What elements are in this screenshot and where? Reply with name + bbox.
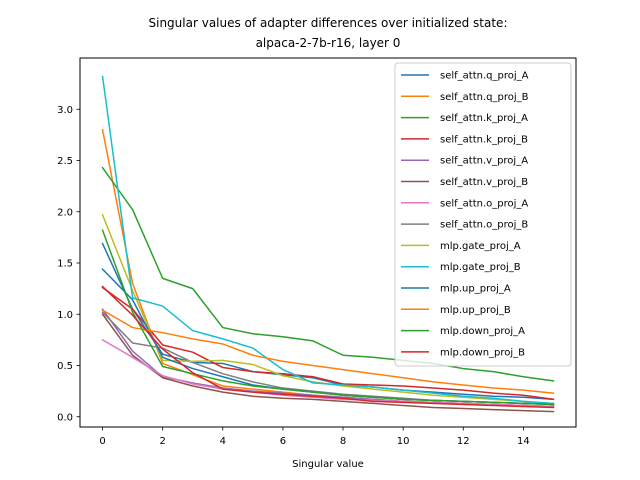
legend-label-7: self_attn.o_proj_B	[440, 220, 528, 231]
y-tick-label-4: 2.0	[57, 207, 73, 218]
series-line-12	[101, 229, 555, 406]
series-line-9	[101, 75, 555, 405]
x-tick-label-4: 8	[340, 436, 346, 447]
series-line-11	[101, 309, 555, 395]
y-tick-label-6: 3.0	[57, 105, 73, 116]
series-line-3	[101, 286, 555, 401]
y-tick-label-3: 1.5	[57, 259, 73, 270]
legend-label-10: mlp.up_proj_A	[440, 284, 511, 295]
x-axis-label: Singular value	[292, 459, 364, 470]
series-line-13	[101, 285, 555, 409]
legend-items: self_attn.q_proj_A self_attn.q_proj_Bself…	[401, 71, 529, 358]
legend-label-12: mlp.down_proj_A	[440, 326, 525, 337]
x-tick-label-1: 2	[159, 436, 165, 447]
series-layer	[101, 75, 555, 413]
x-axis: 0 2 4 6 8 10 12 14	[99, 427, 530, 447]
legend-label-13: mlp.down_proj_B	[440, 347, 525, 358]
series-line-2	[101, 166, 555, 382]
legend-label-2: self_attn.k_proj_A	[440, 113, 528, 124]
legend-label-1: self_attn.q_proj_B	[440, 92, 529, 103]
legend-label-8: mlp.gate_proj_A	[440, 241, 521, 252]
legend-label-6: self_attn.o_proj_A	[440, 198, 528, 209]
series-line-5	[101, 313, 555, 413]
legend-label-3: self_attn.k_proj_B	[440, 134, 528, 145]
x-tick-label-3: 6	[280, 436, 286, 447]
series-line-6	[101, 338, 555, 408]
legend: self_attn.q_proj_A self_attn.q_proj_Bself…	[394, 62, 572, 367]
y-tick-label-0: 0.0	[57, 412, 73, 423]
series-line-0	[101, 242, 555, 401]
chart-title-line-2: alpaca-2-7b-r16, layer 0	[256, 36, 401, 50]
x-tick-label-2: 4	[220, 436, 226, 447]
chart-title-line-1: Singular values of adapter differences o…	[149, 16, 508, 30]
y-tick-label-5: 2.5	[57, 156, 73, 167]
legend-box	[394, 62, 572, 367]
y-tick-label-2: 1.0	[57, 310, 73, 321]
y-tick-label-1: 0.5	[57, 361, 73, 372]
legend-label-0: self_attn.q_proj_A	[440, 71, 529, 82]
legend-label-9: mlp.gate_proj_B	[440, 262, 521, 273]
x-tick-label-0: 0	[99, 436, 105, 447]
legend-label-11: mlp.up_proj_B	[440, 305, 511, 316]
x-tick-label-5: 10	[397, 436, 410, 447]
legend-label-5: self_attn.v_proj_B	[440, 177, 528, 188]
x-tick-label-7: 14	[517, 436, 530, 447]
x-tick-label-6: 12	[457, 436, 470, 447]
y-axis: 0.0 0.5 1.0 1.5 2.0 2.5 3.0	[57, 105, 80, 423]
plot-area: 0 2 4 6 8 10 12 14 0.0 0.5 1.0 1.5 2.0 2.5 3.0	[57, 57, 577, 447]
plot-frame	[79, 57, 577, 428]
legend-label-4: self_attn.v_proj_A	[440, 156, 528, 167]
